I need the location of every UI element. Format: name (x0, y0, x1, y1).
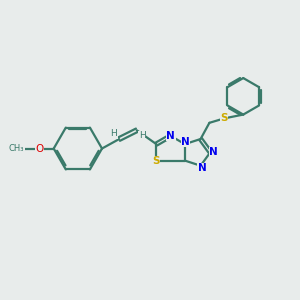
Text: H: H (139, 131, 145, 140)
Text: N: N (181, 137, 190, 147)
Text: N: N (166, 131, 175, 141)
Text: O: O (35, 143, 44, 154)
Text: H: H (110, 129, 117, 138)
Text: N: N (209, 147, 218, 158)
Text: S: S (220, 113, 228, 123)
Text: CH₃: CH₃ (9, 144, 24, 153)
Text: S: S (152, 156, 160, 166)
Text: N: N (198, 163, 206, 173)
